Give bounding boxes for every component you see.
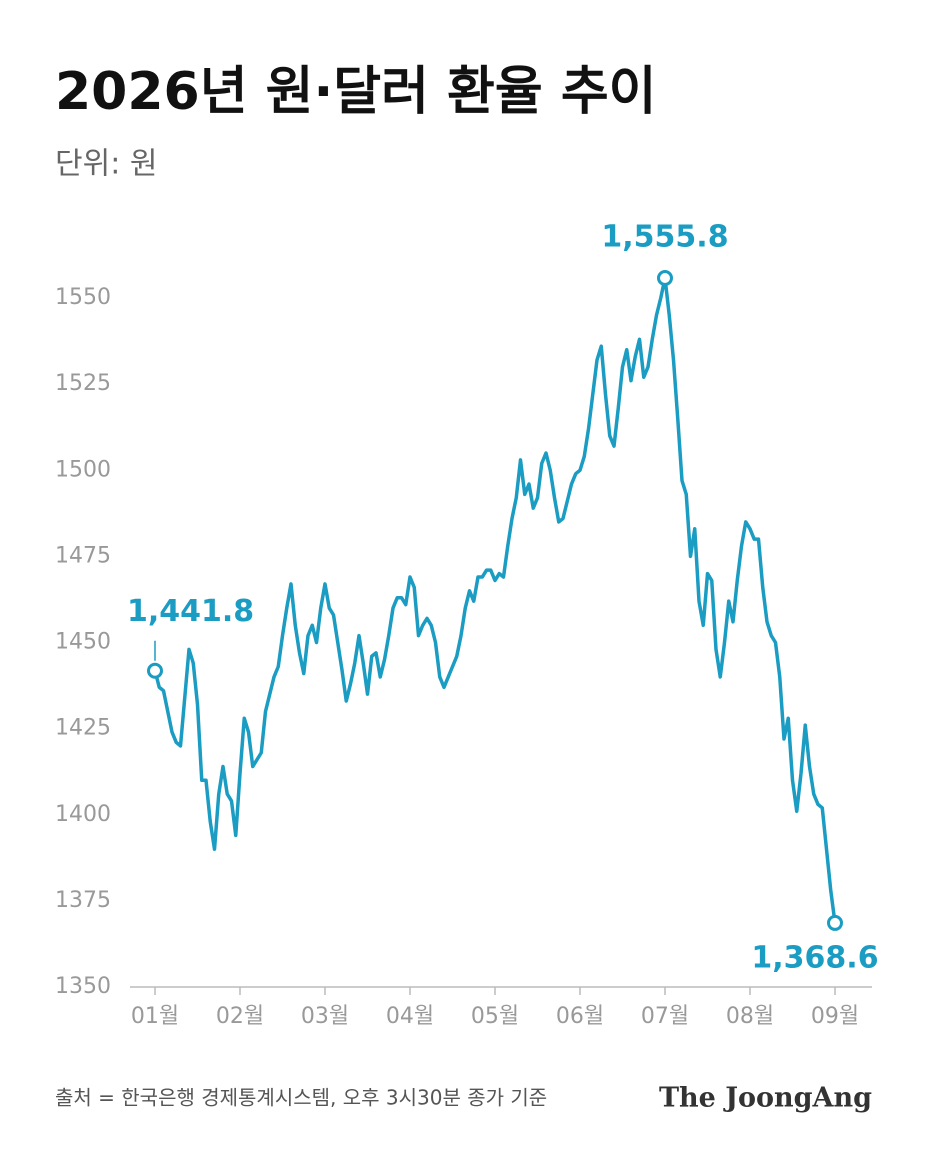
- x-tick-label: 06월: [556, 1004, 604, 1029]
- data-label: 1,441.8: [127, 594, 254, 629]
- y-tick-label: 1400: [55, 802, 111, 827]
- y-tick-label: 1500: [55, 457, 111, 482]
- x-tick-label: 08월: [726, 1004, 774, 1029]
- data-line: [153, 276, 837, 924]
- chart-subtitle: 단위: 원: [55, 147, 157, 182]
- x-tick-label: 03월: [301, 1004, 349, 1029]
- data-label: 1,368.6: [751, 940, 878, 975]
- data-label: 1,555.8: [601, 220, 728, 255]
- source-note: 출처 = 한국은행 경제통계시스템, 오후 3시30분 종가 기준: [55, 1086, 547, 1110]
- y-tick-label: 1525: [55, 371, 111, 396]
- x-tick-label: 07월: [641, 1004, 689, 1029]
- x-tick-label: 05월: [471, 1004, 519, 1029]
- y-tick-label: 1450: [55, 630, 111, 655]
- point-marker: [657, 270, 673, 287]
- x-tick-label: 09월: [811, 1004, 859, 1029]
- y-tick-label: 1475: [55, 543, 111, 568]
- x-tick-label: 04월: [386, 1004, 434, 1029]
- brand: The JoongAng: [659, 1083, 872, 1114]
- y-tick-label: 1350: [55, 974, 111, 999]
- point-marker: [147, 662, 163, 679]
- chart-title: 2026년 원·달러 환율 추이: [55, 62, 657, 122]
- y-tick-label: 1550: [55, 285, 111, 310]
- point-marker: [827, 914, 843, 931]
- y-tick-label: 1425: [55, 716, 111, 741]
- y-tick-label: 1375: [55, 888, 111, 913]
- x-tick-label: 01월: [131, 1004, 179, 1029]
- x-tick-label: 02월: [216, 1004, 264, 1029]
